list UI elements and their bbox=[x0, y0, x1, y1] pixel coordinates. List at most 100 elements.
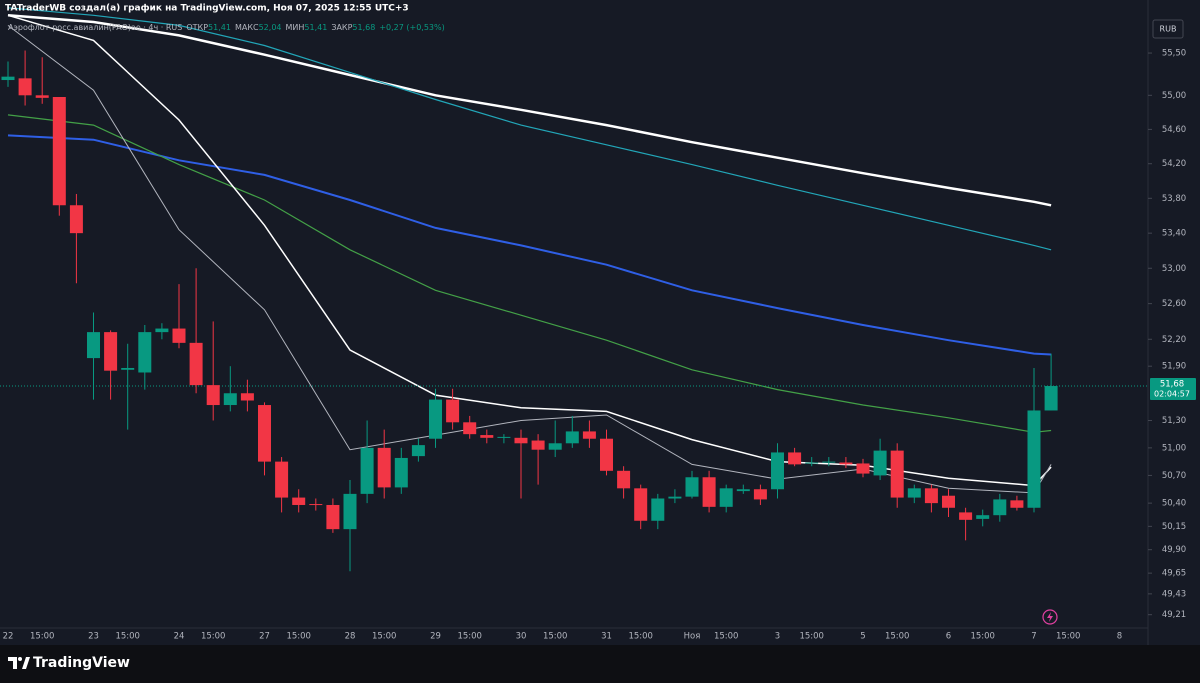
x-tick-label: 27 bbox=[259, 632, 270, 642]
plot-area bbox=[0, 7, 1148, 572]
candle-body bbox=[873, 450, 887, 476]
y-tick-label: 52,60 bbox=[1162, 299, 1186, 309]
y-tick-label: 55,00 bbox=[1162, 91, 1186, 101]
brand-name: TradingView bbox=[33, 655, 130, 671]
candle-body bbox=[668, 496, 682, 499]
legend-field-value: 51,41 bbox=[208, 23, 231, 32]
x-tick-label: 15:00 bbox=[970, 632, 995, 642]
candle-body bbox=[976, 515, 990, 519]
x-tick-label: 29 bbox=[430, 632, 441, 642]
candle-body bbox=[822, 461, 836, 463]
y-tick-label: 54,20 bbox=[1162, 159, 1186, 169]
candle-body bbox=[172, 328, 186, 343]
x-tick-label: 7 bbox=[1031, 632, 1036, 642]
candle-body bbox=[206, 385, 220, 406]
y-tick-label: 50,70 bbox=[1162, 471, 1186, 481]
y-tick-label: 52,20 bbox=[1162, 335, 1186, 345]
y-tick-label: 54,60 bbox=[1162, 125, 1186, 135]
x-tick-label: Ноя bbox=[684, 632, 701, 642]
x-tick-label: 15:00 bbox=[30, 632, 55, 642]
y-tick-label: 55,50 bbox=[1162, 49, 1186, 59]
candle-body bbox=[121, 367, 135, 370]
y-tick-label: 49,43 bbox=[1162, 589, 1186, 599]
y-tick-label: 51,30 bbox=[1162, 416, 1186, 426]
last-price-label: 51,68 bbox=[1160, 380, 1184, 390]
legend: Аэрофлот-росс.авиалин(PAO)ао · 4ч · RUS О… bbox=[8, 23, 445, 32]
legend-field-value: 52,04 bbox=[259, 23, 282, 32]
x-tick-label: 15:00 bbox=[286, 632, 311, 642]
candle-body bbox=[685, 477, 699, 497]
y-tick-label: 49,65 bbox=[1162, 569, 1186, 579]
x-tick-label: 15:00 bbox=[115, 632, 140, 642]
x-tick-label: 8 bbox=[1117, 632, 1122, 642]
brand-logo bbox=[8, 657, 30, 669]
candle-body bbox=[1027, 410, 1041, 508]
y-tick-label: 51,90 bbox=[1162, 362, 1186, 372]
candle-body bbox=[531, 440, 545, 450]
candle-body bbox=[240, 393, 254, 401]
y-tick-label: 49,21 bbox=[1162, 610, 1186, 620]
x-tick-label: 15:00 bbox=[543, 632, 568, 642]
y-tick-label: 53,80 bbox=[1162, 194, 1186, 204]
legend-field-label: ОТКР bbox=[186, 23, 208, 32]
candle-body bbox=[275, 461, 289, 498]
legend-symbol: Аэрофлот-росс.авиалин(PAO)ао · 4ч · RUS bbox=[8, 23, 182, 32]
candle-body bbox=[548, 443, 562, 450]
x-tick-label: 31 bbox=[601, 632, 612, 642]
y-tick-label: 49,90 bbox=[1162, 545, 1186, 555]
candle-body bbox=[497, 436, 511, 438]
currency: RUB bbox=[1160, 25, 1177, 34]
candle-body bbox=[582, 431, 596, 439]
x-tick-label: 15:00 bbox=[201, 632, 226, 642]
candle-body bbox=[907, 488, 921, 498]
candle-body bbox=[258, 405, 271, 462]
candle-body bbox=[924, 488, 938, 504]
candle-body bbox=[155, 328, 169, 333]
currency-box[interactable] bbox=[1152, 19, 1184, 39]
alert-icon[interactable] bbox=[1042, 609, 1058, 625]
x-tick-label: 22 bbox=[3, 632, 14, 642]
candle-body bbox=[35, 95, 49, 98]
candle-body bbox=[411, 445, 425, 457]
x-tick-label: 15:00 bbox=[714, 632, 739, 642]
y-tick-label: 53,40 bbox=[1162, 229, 1186, 239]
candle-body bbox=[617, 470, 631, 489]
legend-field-value: 51,68 bbox=[352, 23, 375, 32]
candle-body bbox=[565, 431, 579, 444]
candle-body bbox=[600, 438, 613, 471]
candle-body bbox=[343, 493, 357, 530]
candle-body bbox=[189, 342, 203, 386]
legend-field-label: МАКС bbox=[235, 23, 259, 32]
y-tick-label: 50,40 bbox=[1162, 499, 1186, 509]
footer-bar bbox=[0, 645, 1200, 683]
x-tick-label: 15:00 bbox=[457, 632, 482, 642]
x-tick-label: 24 bbox=[174, 632, 185, 642]
candle-body bbox=[309, 504, 323, 506]
candle-body bbox=[463, 422, 477, 435]
candle-body bbox=[1010, 500, 1024, 508]
x-tick-label: 5 bbox=[860, 632, 865, 642]
ma-line bbox=[7, 114, 1052, 433]
candle-body bbox=[326, 504, 340, 530]
candle-body bbox=[480, 435, 494, 438]
x-tick-label: 15:00 bbox=[1056, 632, 1081, 642]
candle-body bbox=[377, 447, 391, 488]
legend-change: +0,27 (+0,53%) bbox=[379, 23, 444, 32]
x-tick-label: 15:00 bbox=[628, 632, 653, 642]
header-title: TATraderWB создал(а) график на TradingVi… bbox=[5, 4, 409, 14]
candle-body bbox=[634, 488, 648, 521]
candle-body bbox=[788, 452, 802, 465]
candle-body bbox=[753, 489, 767, 500]
candle-body bbox=[1, 76, 15, 81]
countdown: 02:04:57 bbox=[1154, 390, 1190, 399]
legend-field-value: 51,41 bbox=[304, 23, 327, 32]
x-tick-label: 15:00 bbox=[799, 632, 824, 642]
x-tick-label: 15:00 bbox=[885, 632, 910, 642]
legend-field-label: ЗАКР bbox=[331, 23, 352, 32]
candle-body bbox=[719, 488, 733, 507]
candle-body bbox=[856, 463, 870, 474]
candle-body bbox=[87, 332, 100, 359]
ma-line bbox=[7, 134, 1052, 356]
candle-body bbox=[223, 393, 237, 406]
